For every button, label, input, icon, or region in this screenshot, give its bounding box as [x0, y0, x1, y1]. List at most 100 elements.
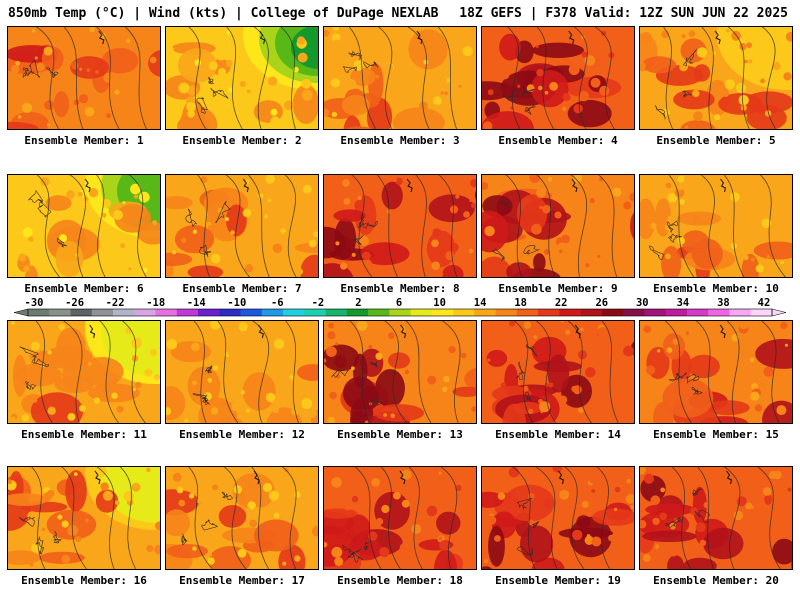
temperature-field: [640, 321, 792, 423]
temperature-mottle: [172, 472, 182, 482]
temperature-mottle: [629, 192, 634, 202]
warm-temperature-region: [640, 198, 656, 240]
temperature-mottle: [684, 205, 688, 209]
temperature-mottle: [772, 62, 781, 71]
temperature-mottle: [184, 418, 189, 423]
temperature-mottle: [589, 198, 595, 204]
warm-temperature-region: [662, 333, 685, 360]
temperature-mottle: [630, 505, 634, 510]
colorbar-swatch: [474, 309, 496, 316]
warm-temperature-region: [772, 538, 792, 565]
temperature-mottle: [696, 47, 708, 58]
height-contour: [350, 175, 373, 277]
temperature-mottle: [640, 62, 646, 71]
temperature-field: [8, 175, 160, 277]
temperature-mottle: [445, 251, 455, 261]
ensemble-member-map-2: [165, 26, 319, 130]
temperature-mottle: [126, 38, 131, 44]
warm-temperature-region: [70, 56, 109, 79]
temperature-mottle: [233, 485, 243, 494]
temperature-mottle: [329, 498, 335, 504]
temperature-mottle: [669, 549, 678, 557]
colorbar-tick-label: 30: [636, 297, 649, 309]
temperature-mottle: [536, 188, 546, 198]
temperature-mottle: [393, 178, 397, 182]
temperature-mottle: [528, 408, 534, 414]
height-contour: [723, 175, 745, 277]
temperature-mottle: [208, 552, 213, 557]
warm-temperature-region: [297, 364, 318, 381]
temperature-mottle: [529, 175, 540, 183]
height-contour: [664, 321, 692, 423]
temperature-mottle: [327, 416, 336, 423]
temperature-mottle: [235, 49, 242, 55]
ensemble-member-map-8: [323, 174, 477, 278]
temperature-mottle: [448, 353, 459, 364]
temperature-mottle: [603, 59, 608, 65]
temperature-mottle: [133, 194, 139, 199]
temperature-mottle: [249, 519, 257, 528]
temperature-mottle: [79, 67, 83, 71]
temperature-mottle: [229, 105, 233, 109]
temperature-mottle: [335, 374, 341, 379]
temperature-mottle: [606, 223, 611, 227]
warm-temperature-region: [344, 126, 373, 129]
temperature-mottle: [388, 332, 395, 339]
warm-temperature-region: [567, 99, 612, 128]
terrain-contour: [31, 355, 49, 368]
temperature-mottle: [67, 413, 76, 421]
temperature-mottle: [297, 52, 308, 63]
warm-temperature-region: [350, 410, 367, 423]
temperature-mottle: [152, 220, 158, 225]
temperature-mottle: [640, 519, 647, 529]
temperature-mottle: [487, 515, 497, 525]
temperature-field: [8, 321, 160, 423]
temperature-mottle: [335, 342, 339, 346]
temperature-mottle: [450, 243, 459, 252]
temperature-mottle: [536, 68, 544, 77]
temperature-mottle: [186, 102, 196, 112]
warm-temperature-region: [547, 354, 570, 393]
temperature-mottle: [722, 90, 730, 97]
temperature-mottle: [297, 36, 306, 45]
ensemble-member-label: Ensemble Member: 9: [498, 282, 618, 295]
ensemble-member-label: Ensemble Member: 16: [21, 574, 147, 587]
temperature-field: [166, 27, 318, 129]
temperature-mottle: [724, 79, 735, 90]
temperature-mottle: [423, 225, 434, 235]
temperature-mottle: [105, 528, 114, 537]
warm-temperature-region: [166, 544, 208, 559]
temperature-mottle: [172, 250, 177, 255]
temperature-mottle: [559, 249, 563, 254]
temperature-mottle: [749, 357, 755, 363]
lake-outline: [568, 30, 575, 45]
temperature-mottle: [312, 525, 318, 537]
ensemble-member-map-18: [323, 466, 477, 570]
warm-temperature-region: [53, 91, 70, 118]
colorbar-outline: [27, 308, 773, 317]
temperature-mottle: [287, 238, 293, 244]
height-contour: [376, 175, 399, 277]
temperature-mottle: [439, 272, 444, 277]
terrain-contour: [666, 220, 678, 233]
height-contour: [69, 175, 86, 277]
colorbar-tick-label: 22: [555, 297, 568, 309]
warm-temperature-region: [482, 111, 534, 129]
ensemble-member-label: Ensemble Member: 2: [182, 134, 302, 147]
temperature-mottle: [769, 471, 778, 479]
temperature-mottle: [692, 89, 700, 98]
warm-temperature-region: [558, 527, 613, 539]
temperature-mottle: [296, 268, 304, 275]
temperature-mottle: [311, 382, 315, 387]
temperature-mottle: [301, 175, 310, 181]
terrain-contour: [363, 542, 369, 551]
temperature-mottle: [442, 503, 446, 507]
temperature-mottle: [247, 501, 256, 510]
temperature-mottle: [780, 260, 784, 265]
temperature-mottle: [40, 177, 50, 186]
temperature-mottle: [58, 234, 68, 243]
cool-temperature-region: [291, 27, 318, 69]
temperature-mottle: [8, 479, 13, 485]
temperature-mottle: [773, 200, 783, 211]
terrain-contour: [331, 369, 349, 378]
